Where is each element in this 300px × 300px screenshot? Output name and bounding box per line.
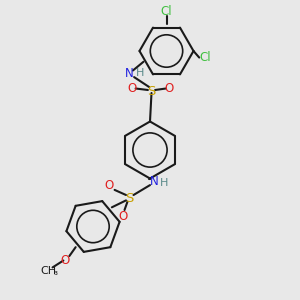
Text: S: S <box>147 85 156 98</box>
Text: H: H <box>160 178 169 188</box>
Text: N: N <box>125 67 134 80</box>
Text: O: O <box>128 82 136 95</box>
Text: Cl: Cl <box>200 51 211 64</box>
Text: N: N <box>150 175 159 188</box>
Text: O: O <box>118 210 127 223</box>
Text: S: S <box>125 191 133 205</box>
Text: O: O <box>104 178 113 192</box>
Text: ₃: ₃ <box>54 267 58 277</box>
Text: Cl: Cl <box>161 5 172 18</box>
Text: O: O <box>165 82 174 95</box>
Text: O: O <box>60 254 69 267</box>
Text: CH: CH <box>40 266 56 276</box>
Text: H: H <box>136 68 145 78</box>
